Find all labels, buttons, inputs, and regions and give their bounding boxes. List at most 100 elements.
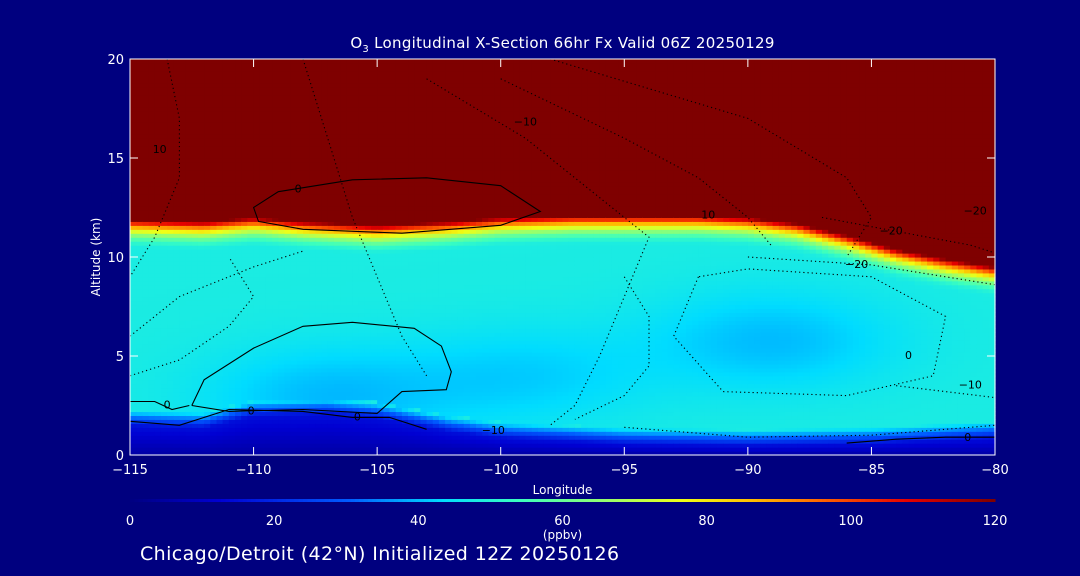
heatmap-cell bbox=[352, 375, 360, 381]
heatmap-cell bbox=[426, 102, 434, 108]
heatmap-cell bbox=[228, 181, 236, 187]
heatmap-cell bbox=[160, 217, 168, 222]
heatmap-cell bbox=[309, 280, 316, 286]
heatmap-cell bbox=[383, 229, 391, 234]
heatmap-cell bbox=[185, 447, 193, 452]
heatmap-cell bbox=[265, 399, 273, 405]
heatmap-cell bbox=[401, 118, 409, 123]
heatmap-cell bbox=[420, 411, 428, 416]
heatmap-cell bbox=[321, 340, 329, 345]
heatmap-cell bbox=[389, 245, 397, 250]
heatmap-cell bbox=[265, 70, 273, 76]
heatmap-cell bbox=[167, 189, 174, 195]
heatmap-cell bbox=[272, 399, 279, 405]
heatmap-cell bbox=[191, 415, 199, 420]
heatmap-cell bbox=[167, 320, 174, 325]
heatmap-cell bbox=[340, 391, 347, 397]
heatmap-cell bbox=[259, 284, 267, 290]
heatmap-cell bbox=[333, 288, 341, 294]
heatmap-cell bbox=[346, 150, 354, 155]
heatmap-cell bbox=[309, 332, 316, 337]
heatmap-cell bbox=[303, 229, 310, 234]
heatmap-cell bbox=[296, 177, 304, 183]
heatmap-cell bbox=[284, 356, 292, 361]
heatmap-cell bbox=[130, 332, 137, 337]
heatmap-cell bbox=[241, 419, 248, 424]
heatmap-cell bbox=[395, 435, 403, 440]
heatmap-cell bbox=[191, 356, 199, 361]
heatmap-cell bbox=[160, 94, 168, 100]
heatmap-cell bbox=[235, 205, 242, 211]
heatmap-cell bbox=[197, 237, 205, 242]
heatmap-cell bbox=[179, 288, 187, 294]
heatmap-cell bbox=[383, 59, 391, 64]
heatmap-cell bbox=[321, 74, 329, 80]
heatmap-cell bbox=[154, 296, 162, 302]
heatmap-cell bbox=[142, 260, 150, 266]
heatmap-cell bbox=[154, 90, 162, 96]
heatmap-cell bbox=[154, 419, 162, 424]
heatmap-cell bbox=[321, 161, 329, 167]
heatmap-cell bbox=[197, 110, 205, 116]
heatmap-cell bbox=[327, 284, 335, 290]
heatmap-cell bbox=[216, 94, 224, 100]
heatmap-cell bbox=[130, 308, 137, 314]
heatmap-cell bbox=[377, 443, 384, 448]
heatmap-cell bbox=[272, 288, 279, 294]
heatmap-cell bbox=[278, 356, 286, 361]
heatmap-cell bbox=[309, 328, 316, 333]
heatmap-cell bbox=[265, 185, 273, 191]
heatmap-cell bbox=[265, 59, 273, 64]
heatmap-cell bbox=[284, 280, 292, 286]
heatmap-cell bbox=[191, 443, 199, 448]
heatmap-cell bbox=[358, 260, 366, 266]
heatmap-cell bbox=[278, 177, 286, 183]
heatmap-cell bbox=[148, 150, 156, 155]
heatmap-cell bbox=[253, 260, 261, 266]
heatmap-cell bbox=[383, 169, 391, 175]
heatmap-cell bbox=[167, 308, 174, 314]
heatmap-cell bbox=[272, 62, 279, 68]
heatmap-cell bbox=[154, 201, 162, 207]
heatmap-cell bbox=[197, 260, 205, 266]
heatmap-cell bbox=[136, 296, 143, 302]
heatmap-cell bbox=[370, 272, 378, 278]
heatmap-cell bbox=[265, 296, 273, 302]
heatmap-cell bbox=[179, 205, 187, 211]
heatmap-cell bbox=[148, 209, 156, 215]
heatmap-cell bbox=[377, 391, 384, 397]
heatmap-cell bbox=[142, 173, 150, 179]
heatmap-cell bbox=[414, 439, 421, 444]
heatmap-cell bbox=[389, 447, 397, 452]
heatmap-cell bbox=[364, 272, 372, 278]
heatmap-cell bbox=[290, 142, 298, 147]
heatmap-cell bbox=[204, 197, 211, 203]
heatmap-cell bbox=[154, 284, 162, 290]
heatmap-cell bbox=[130, 328, 137, 333]
heatmap-cell bbox=[197, 114, 205, 119]
heatmap-cell bbox=[401, 189, 409, 195]
heatmap-cell bbox=[154, 86, 162, 92]
heatmap-cell bbox=[389, 336, 397, 341]
heatmap-cell bbox=[389, 201, 397, 207]
heatmap-cell bbox=[309, 363, 316, 369]
heatmap-cell bbox=[142, 379, 150, 385]
heatmap-cell bbox=[265, 415, 273, 420]
heatmap-cell bbox=[389, 177, 397, 183]
heatmap-cell bbox=[228, 387, 236, 393]
heatmap-cell bbox=[432, 78, 440, 84]
heatmap-cell bbox=[408, 451, 415, 456]
heatmap-cell bbox=[327, 443, 335, 448]
heatmap-cell bbox=[130, 284, 137, 290]
heatmap-cell bbox=[253, 435, 261, 440]
heatmap-cell bbox=[154, 106, 162, 112]
heatmap-cell bbox=[303, 241, 310, 246]
heatmap-cell bbox=[222, 66, 230, 72]
heatmap-cell bbox=[370, 114, 378, 119]
heatmap-cell bbox=[247, 403, 255, 409]
heatmap-cell bbox=[241, 142, 248, 147]
heatmap-cell bbox=[148, 272, 156, 278]
heatmap-cell bbox=[154, 411, 162, 416]
heatmap-cell bbox=[364, 367, 372, 373]
heatmap-cell bbox=[265, 375, 273, 381]
